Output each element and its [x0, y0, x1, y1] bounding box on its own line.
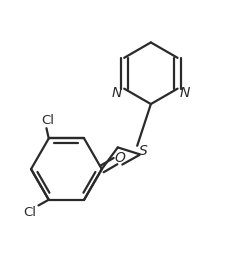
Text: Cl: Cl — [41, 115, 54, 127]
Text: O: O — [115, 151, 125, 165]
Text: Cl: Cl — [23, 206, 36, 219]
Text: S: S — [139, 144, 148, 158]
Text: N: N — [112, 86, 122, 100]
Text: N: N — [180, 86, 190, 100]
